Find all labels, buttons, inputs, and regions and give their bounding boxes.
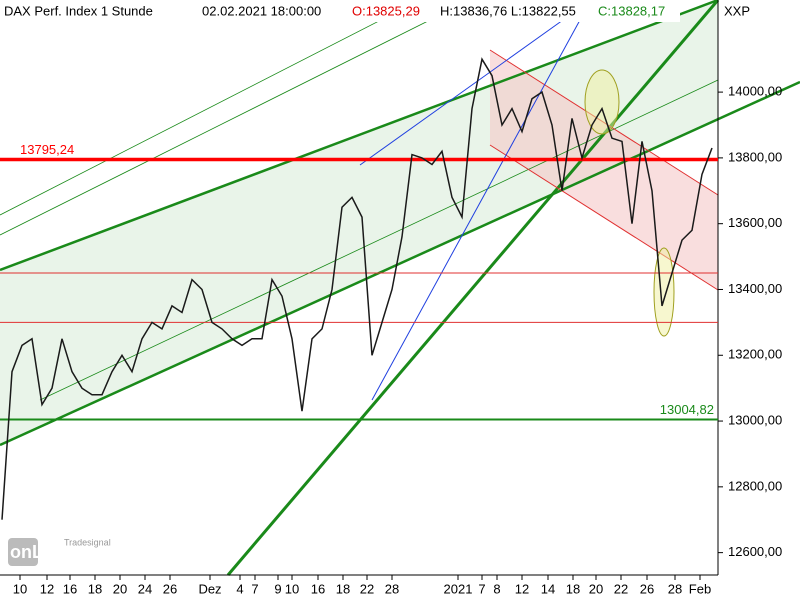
plot	[0, 57, 718, 520]
y-tick-label: 13000,00	[728, 412, 782, 427]
y-tick-label: 13600,00	[728, 215, 782, 230]
logo-sub: Tradesignal	[64, 537, 111, 547]
y-tick-label: 13200,00	[728, 347, 782, 362]
x-tick-label: 18	[566, 581, 580, 596]
x-tick-label: 20	[589, 581, 603, 596]
y-tick-label: 13400,00	[728, 281, 782, 296]
x-tick-label: 14	[541, 581, 555, 596]
x-tick-label: 4	[236, 581, 243, 596]
x-tick-label: 16	[311, 581, 325, 596]
open: O:13825,29	[352, 3, 420, 18]
x-tick-label: 12	[40, 581, 54, 596]
logo-box	[8, 538, 38, 566]
drawings	[0, 0, 800, 576]
x-tick-label: Dez	[198, 581, 221, 596]
x-tick-label: 10	[285, 581, 299, 596]
x-tick-label: 28	[668, 581, 682, 596]
y-tick-label: 14000,00	[728, 84, 782, 99]
header-bg	[0, 0, 680, 22]
x-tick-label: 18	[336, 581, 350, 596]
level-label: 13004,82	[660, 402, 714, 417]
datetime: 02.02.2021 18:00:00	[202, 3, 321, 18]
x-tick-label: Feb	[689, 581, 711, 596]
x-tick-label: 9	[274, 581, 281, 596]
x-tick-label: 8	[493, 581, 500, 596]
level-label: 13795,24	[20, 142, 74, 157]
high-low: H:13836,76 L:13822,55	[440, 3, 576, 18]
y-tick-label: 12600,00	[728, 544, 782, 559]
x-tick-label: 26	[640, 581, 654, 596]
x-tick-label: 28	[385, 581, 399, 596]
symbol: XXP	[724, 3, 750, 18]
logo: onLine	[10, 542, 69, 562]
x-tick-label: 26	[163, 581, 177, 596]
x-tick-label: 22	[614, 581, 628, 596]
x-tick-label: 16	[63, 581, 77, 596]
x-tick-label: 7	[251, 581, 258, 596]
x-tick-label: 2021	[444, 581, 473, 596]
x-tick-label: 7	[478, 581, 485, 596]
y-tick-label: 13800,00	[728, 149, 782, 164]
x-tick-label: 24	[138, 581, 152, 596]
x-tick-label: 12	[515, 581, 529, 596]
x-tick-label: 10	[13, 581, 27, 596]
close: C:13828,17	[598, 3, 665, 18]
chart-title: DAX Perf. Index 1 Stunde	[4, 3, 153, 18]
y-tick-label: 12800,00	[728, 478, 782, 493]
price-line	[1, 57, 713, 520]
x-tick-label: 20	[113, 581, 127, 596]
x-tick-label: 22	[360, 581, 374, 596]
x-tick-label: 18	[88, 581, 102, 596]
